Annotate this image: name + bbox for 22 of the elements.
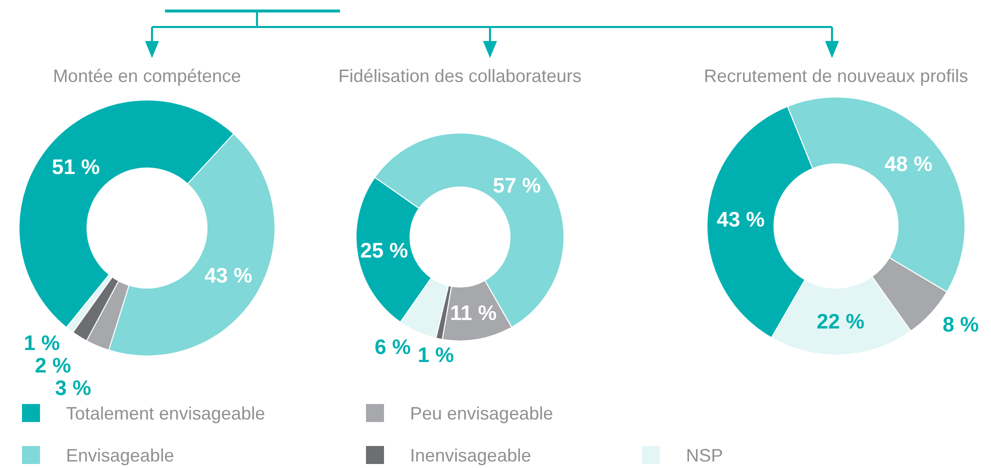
legend-label: Inenvisageable: [410, 445, 532, 466]
legend-label: Totalement envisageable: [66, 403, 266, 424]
data-label: 48 %: [884, 153, 933, 176]
data-label: 1 %: [418, 344, 454, 367]
data-label: 2 %: [34, 354, 72, 378]
data-label: 51 %: [52, 156, 100, 179]
data-label: 3 %: [55, 377, 92, 400]
data-label: 8 %: [942, 314, 980, 337]
data-label: 57 %: [492, 174, 542, 198]
data-label: 22 %: [816, 310, 865, 334]
chart-title: Fidélisation des collaborateurs: [338, 66, 582, 86]
data-label: 6 %: [374, 336, 412, 359]
data-label: 1 %: [24, 332, 60, 356]
chart-title: Montée en compétence: [52, 66, 242, 86]
data-label: 11 %: [450, 302, 498, 326]
legend-label: NSP: [686, 445, 724, 466]
legend-label: Peu envisageable: [410, 403, 554, 424]
data-label: 25 %: [360, 240, 408, 263]
chart-title: Recrutement de nouveaux profils: [704, 66, 968, 86]
data-label: 43 %: [716, 208, 765, 232]
data-label: 43 %: [204, 264, 253, 288]
legend-label: Envisageable: [66, 445, 174, 466]
